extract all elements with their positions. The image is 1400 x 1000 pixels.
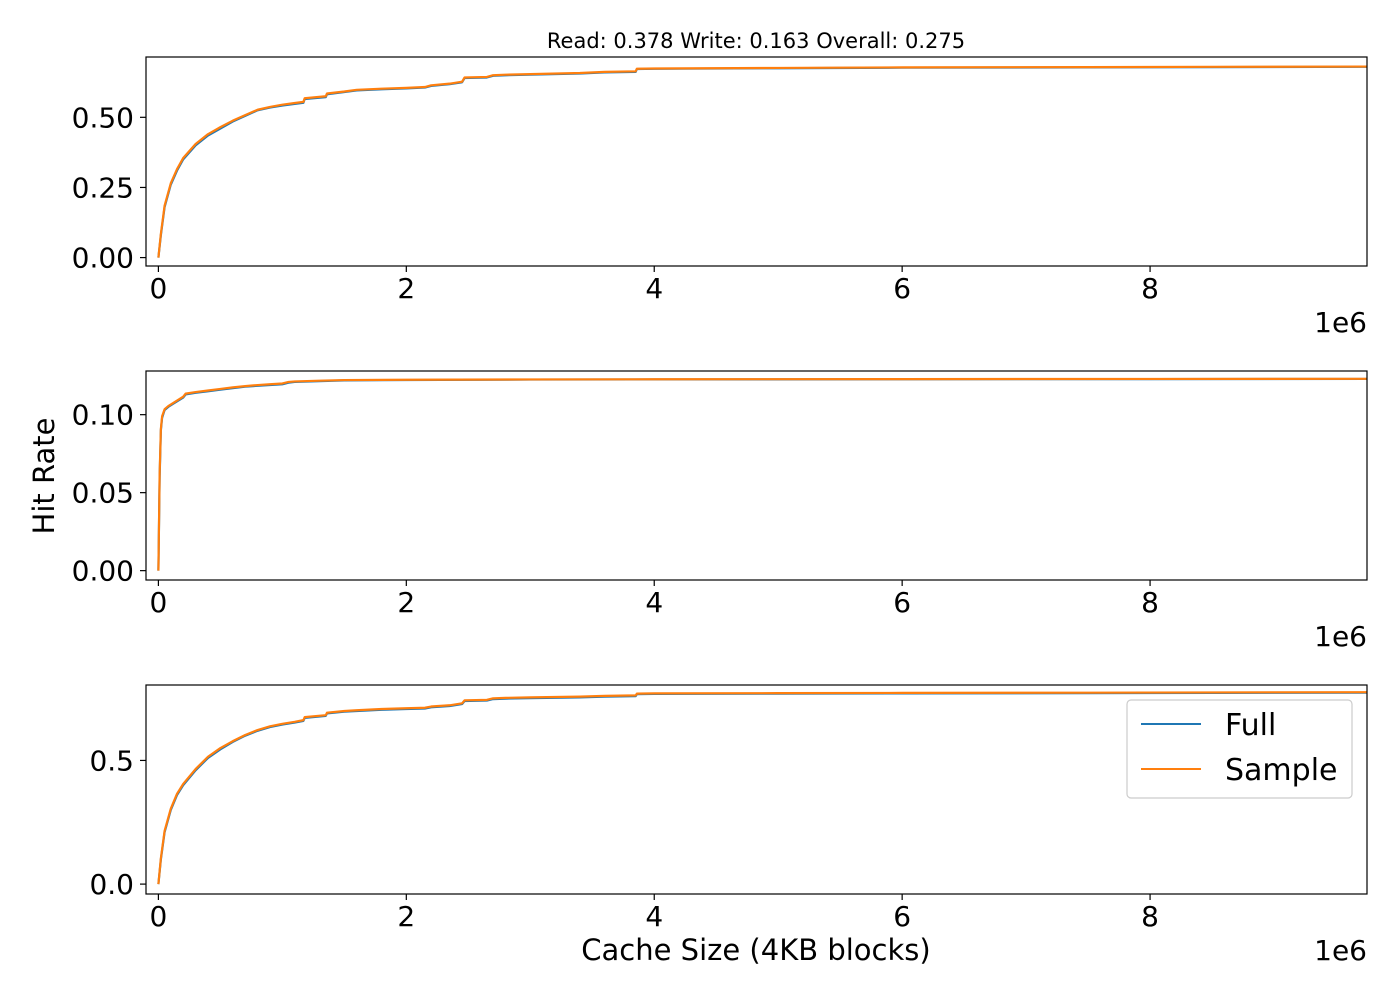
y-tick-label-read: 0.50: [72, 101, 134, 134]
x-axis-label: Cache Size (4KB blocks): [581, 933, 930, 967]
x-tick-label-overall: 8: [1141, 900, 1159, 933]
x-offset-label-read: 1e6: [1314, 306, 1367, 339]
x-tick-label-overall: 4: [645, 900, 663, 933]
y-axis-label: Hit Rate: [27, 418, 61, 535]
x-tick-label-overall: 2: [397, 900, 415, 933]
x-tick-label-overall: 6: [893, 900, 911, 933]
x-tick-label-write: 8: [1141, 586, 1159, 619]
legend-label-full: Full: [1225, 708, 1276, 743]
x-tick-label-write: 2: [397, 586, 415, 619]
series-line-full-write: [157, 377, 1367, 571]
legend: Full Sample: [1126, 699, 1353, 799]
x-tick-label-write: 6: [893, 586, 911, 619]
y-tick-label-read: 0.25: [72, 171, 134, 204]
axes-frame-overall: [145, 684, 1368, 895]
x-tick-label-read: 0: [149, 272, 167, 305]
chart-title: Read: 0.378 Write: 0.163 Overall: 0.275: [547, 29, 965, 53]
x-tick-label-read: 2: [397, 272, 415, 305]
y-tick-label-overall: 0.0: [89, 868, 134, 901]
x-offset-label-overall: 1e6: [1314, 934, 1367, 967]
x-offset-label-write: 1e6: [1314, 620, 1367, 653]
x-tick-label-read: 4: [645, 272, 663, 305]
x-tick-label-write: 4: [645, 586, 663, 619]
series-line-sample-overall: [157, 691, 1367, 885]
y-tick-label-write: 0.10: [72, 399, 134, 432]
y-tick-label-write: 0.00: [72, 555, 134, 588]
axes-frame-write: [145, 370, 1368, 581]
panel-write: 0 2 4 6 8 1e6 0.00 0.05 0.10: [72, 370, 1368, 653]
series-line-sample-read: [157, 65, 1367, 258]
legend-label-sample: Sample: [1225, 753, 1338, 788]
y-tick-label-read: 0.00: [72, 242, 134, 275]
y-tick-label-write: 0.05: [72, 477, 134, 510]
panel-overall: 0 2 4 6 8 1e6 0.0 0.5: [89, 684, 1368, 967]
x-tick-label-read: 8: [1141, 272, 1159, 305]
x-tick-label-overall: 0: [149, 900, 167, 933]
axes-frame-read: [145, 56, 1368, 267]
x-tick-label-read: 6: [893, 272, 911, 305]
series-line-full-read: [157, 65, 1367, 258]
panel-read: 0 2 4 6 8 1e6 0.00 0.25 0.50: [72, 56, 1368, 339]
series-line-sample-write: [157, 377, 1367, 571]
y-tick-label-overall: 0.5: [89, 744, 134, 777]
x-tick-label-write: 0: [149, 586, 167, 619]
